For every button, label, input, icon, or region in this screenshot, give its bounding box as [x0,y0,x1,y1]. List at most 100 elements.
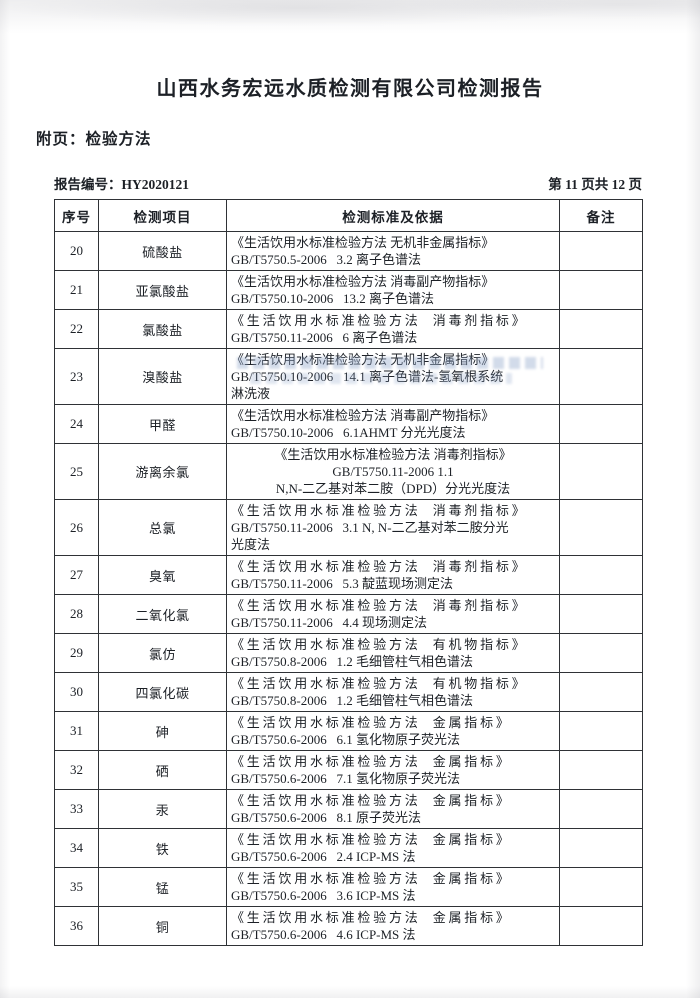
row-number-cell: 22 [54,309,99,349]
table-row: 31 砷 《生活饮用水标准检验方法 金属指标》 GB/T5750.6-2006 6… [54,711,643,751]
meta-row: 报告编号：HY2020121 第 11 页共 12 页 [54,173,642,193]
standard-cell: 《生活饮用水标准检验方法 有机物指标》 GB/T5750.8-2006 1.2 毛… [226,672,560,712]
remark-cell [559,906,643,946]
row-number-cell: 21 [54,270,99,310]
test-item-cell: 汞 [98,789,227,829]
standard-cell: 《生活饮用水标准检验方法 金属指标》 GB/T5750.6-2006 3.6 IC… [226,867,560,907]
standard-cell: 《生活饮用水标准检验方法 消毒剂指标》 GB/T5750.11-2006 6 离子… [226,309,560,349]
standard-line: 《生活饮用水标准检验方法 金属指标》 [231,793,512,808]
test-item-cell: 氯仿 [98,633,227,673]
row-number-cell: 23 [54,348,99,405]
row-number-cell: 29 [54,633,99,673]
standard-line: 淋洗液 [231,386,271,401]
standard-cell: 《生活饮用水标准检验方法 消毒剂指标》 GB/T5750.11-2006 1.1 N… [226,443,560,500]
standard-line: GB/T5750.11-2006 3.1 N, N-二乙基对苯二胺分光 [231,520,509,535]
table-row: 29 氯仿 《生活饮用水标准检验方法 有机物指标》 GB/T5750.8-2006… [54,633,643,673]
standard-line: 光度法 [231,537,271,552]
page-title: 山西水务宏远水质检测有限公司检测报告 [156,78,544,100]
table-row: 33 汞 《生活饮用水标准检验方法 金属指标》 GB/T5750.6-2006 8… [54,789,643,829]
table-row: 20 硫酸盐 《生活饮用水标准检验方法 无机非金属指标》 GB/T5750.5-2… [54,231,643,271]
standard-line: 《生活饮用水标准检验方法 消毒副产物指标》 [231,274,495,289]
row-number-cell: 27 [54,555,99,595]
table-row: 30 四氯化碳 《生活饮用水标准检验方法 有机物指标》 GB/T5750.8-20… [54,672,643,712]
standard-line: 《生活饮用水标准检验方法 有机物指标》 [231,637,528,652]
row-number-cell: 25 [54,443,99,500]
standard-line: 《生活饮用水标准检验方法 消毒副产物指标》 [231,408,495,423]
standard-cell: 《生活饮用水标准检验方法 消毒副产物指标》 GB/T5750.10-2006 13… [226,270,560,310]
test-item-cell: 硫酸盐 [98,231,227,271]
standard-cell: 《生活饮用水标准检验方法 金属指标》 GB/T5750.6-2006 6.1 氢化… [226,711,560,751]
row-number-cell: 30 [54,672,99,712]
col-header-no: 序号 [54,199,99,232]
table-row: 23 溴酸盐 《生活饮用水标准检验方法 无机非金属指标》 GB/T5750.10-… [54,348,643,405]
remark-cell [559,711,643,751]
test-item-cell: 四氯化碳 [98,672,227,712]
table-row: 36 铜 《生活饮用水标准检验方法 金属指标》 GB/T5750.6-2006 4… [54,906,643,946]
remark-cell [559,789,643,829]
test-item-cell: 甲醛 [98,404,227,444]
standard-line: 《生活饮用水标准检验方法 消毒剂指标》 [231,559,528,574]
table-row: 25 游离余氯 《生活饮用水标准检验方法 消毒剂指标》 GB/T5750.11-2… [54,443,643,500]
standard-line: GB/T5750.10-2006 13.2 离子色谱法 [231,291,434,306]
row-number-cell: 31 [54,711,99,751]
remark-cell [559,231,643,271]
table-header-row: 序号 检测项目 检测标准及依据 备注 [54,199,643,232]
row-number-cell: 36 [54,906,99,946]
remark-cell [559,309,643,349]
standard-line: 《生活饮用水标准检验方法 金属指标》 [231,871,512,886]
standard-line: GB/T5750.6-2006 8.1 原子荧光法 [231,810,421,825]
standard-line: 《生活饮用水标准检验方法 金属指标》 [231,754,512,769]
standard-line: GB/T5750.8-2006 1.2 毛细管柱气相色谱法 [231,693,473,708]
test-item-cell: 砷 [98,711,227,751]
standard-line: 《生活饮用水标准检验方法 消毒剂指标》 [274,447,512,462]
standard-line: GB/T5750.11-2006 6 离子色谱法 [231,330,418,345]
report-number-label: 报告编号： [54,177,122,192]
test-item-cell: 硒 [98,750,227,790]
standard-line: GB/T5750.10-2006 6.1AHMT 分光光度法 [231,425,466,440]
table-row: 26 总氯 《生活饮用水标准检验方法 消毒剂指标》 GB/T5750.11-200… [54,499,643,556]
standard-line: GB/T5750.6-2006 3.6 ICP-MS 法 [231,888,416,903]
report-number: 报告编号：HY2020121 [54,173,189,193]
row-number-cell: 32 [54,750,99,790]
remark-cell [559,499,643,556]
remark-cell [559,672,643,712]
table-row: 35 锰 《生活饮用水标准检验方法 金属指标》 GB/T5750.6-2006 3… [54,867,643,907]
standard-cell: 《生活饮用水标准检验方法 无机非金属指标》 GB/T5750.10-2006 14… [226,348,560,405]
report-number-value: HY2020121 [121,177,190,192]
standard-line: GB/T5750.6-2006 4.6 ICP-MS 法 [231,927,416,942]
row-number-cell: 35 [54,867,99,907]
remark-cell [559,404,643,444]
table-row: 34 铁 《生活饮用水标准检验方法 金属指标》 GB/T5750.6-2006 2… [54,828,643,868]
standard-line: GB/T5750.11-2006 5.3 靛蓝现场测定法 [231,576,453,591]
test-item-cell: 氯酸盐 [98,309,227,349]
row-number-cell: 26 [54,499,99,556]
table-row: 21 亚氯酸盐 《生活饮用水标准检验方法 消毒副产物指标》 GB/T5750.10… [54,270,643,310]
standard-cell: 《生活饮用水标准检验方法 无机非金属指标》 GB/T5750.5-2006 3.2… [226,231,560,271]
standard-cell: 《生活饮用水标准检验方法 金属指标》 GB/T5750.6-2006 2.4 IC… [226,828,560,868]
standard-line: 《生活饮用水标准检验方法 金属指标》 [231,715,512,730]
row-number-cell: 33 [54,789,99,829]
row-number-cell: 28 [54,594,99,634]
remark-cell [559,555,643,595]
test-item-cell: 臭氧 [98,555,227,595]
row-number-cell: 24 [54,404,99,444]
remark-cell [559,270,643,310]
standard-line: GB/T5750.5-2006 3.2 离子色谱法 [231,252,421,267]
remark-cell [559,828,643,868]
table-row: 27 臭氧 《生活饮用水标准检验方法 消毒剂指标》 GB/T5750.11-200… [54,555,643,595]
standard-line: 《生活饮用水标准检验方法 无机非金属指标》 [231,352,495,367]
test-item-cell: 二氧化氯 [98,594,227,634]
table-row: 22 氯酸盐 《生活饮用水标准检验方法 消毒剂指标》 GB/T5750.11-20… [54,309,643,349]
table-row: 24 甲醛 《生活饮用水标准检验方法 消毒副产物指标》 GB/T5750.10-2… [54,404,643,444]
standard-line: GB/T5750.10-2006 14.1 离子色谱法-氢氧根系统 [231,369,504,384]
remark-cell [559,594,643,634]
standard-line: 《生活饮用水标准检验方法 消毒剂指标》 [231,313,528,328]
test-item-cell: 游离余氯 [98,443,227,500]
standard-line: N,N-二乙基对苯二胺（DPD）分光光度法 [275,481,511,496]
standard-line: GB/T5750.11-2006 1.1 [332,464,454,479]
standard-line: GB/T5750.6-2006 6.1 氢化物原子荧光法 [231,732,460,747]
col-header-remark: 备注 [559,199,643,232]
standard-cell: 《生活饮用水标准检验方法 消毒剂指标》 GB/T5750.11-2006 3.1 … [226,499,560,556]
standard-cell: 《生活饮用水标准检验方法 消毒剂指标》 GB/T5750.11-2006 5.3 … [226,555,560,595]
standard-cell: 《生活饮用水标准检验方法 金属指标》 GB/T5750.6-2006 4.6 IC… [226,906,560,946]
